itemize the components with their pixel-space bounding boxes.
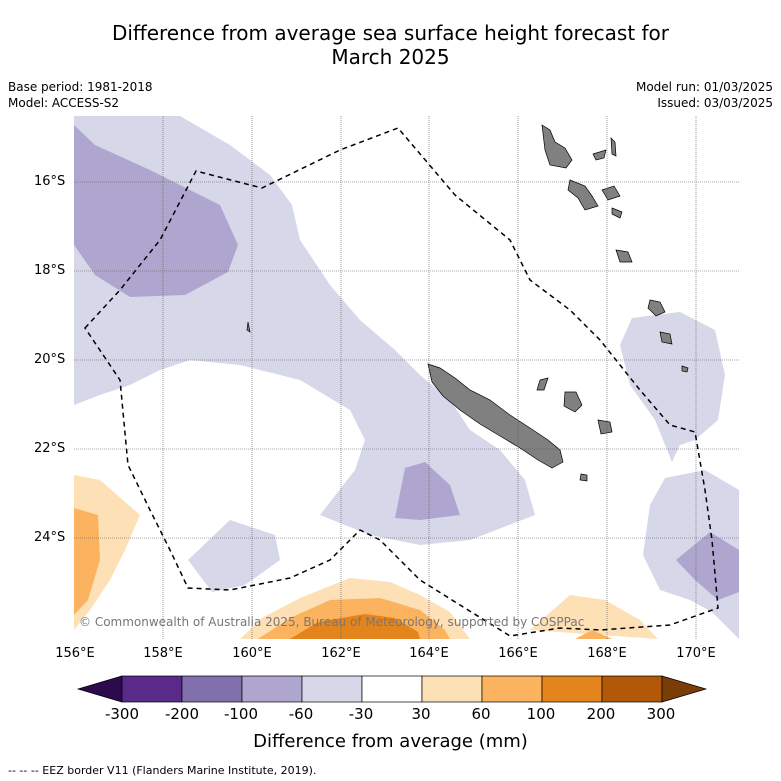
colorbar-tick: -60 [288, 705, 314, 723]
anomaly-region-medium [74, 125, 238, 297]
lon-label: 162°E [321, 646, 361, 661]
new-caledonia-landmass [427, 363, 564, 469]
lon-label: 164°E [409, 646, 449, 661]
eez-footnote: -- -- -- EEZ border V11 (Flanders Marine… [8, 764, 317, 777]
island-landmass [681, 365, 689, 373]
colorbar-extend-high [661, 675, 708, 703]
lat-label: 16°S [34, 174, 66, 189]
base-period: Base period: 1981-2018 [8, 80, 153, 94]
graticule [74, 116, 739, 639]
anomaly-region-medium [395, 462, 460, 520]
island-landmass [563, 391, 583, 413]
anomaly-region-positive-mid [575, 630, 612, 639]
lat-label: 22°S [34, 441, 66, 456]
colorbar-segment [121, 675, 183, 703]
colorbar-segment [421, 675, 483, 703]
vanuatu-landmass [615, 249, 633, 263]
lon-label: 158°E [143, 646, 183, 661]
anomaly-region-medium [676, 532, 739, 600]
colorbar-tick: 30 [411, 705, 431, 723]
colorbar-tick: -300 [104, 705, 140, 723]
lat-label: 24°S [34, 530, 66, 545]
colorbar-segment [601, 675, 663, 703]
copyright-notice: © Commonwealth of Australia 2025, Bureau… [79, 615, 585, 629]
vanuatu-landmass [610, 137, 617, 157]
lat-label: 18°S [34, 263, 66, 278]
anomaly-region-light [620, 312, 725, 462]
island-landmass [579, 473, 588, 482]
island-landmass [536, 377, 549, 391]
colorbar-segment [541, 675, 603, 703]
colorbar-label: Difference from average (mm) [253, 731, 528, 752]
vanuatu-landmass [567, 179, 599, 211]
anomaly-region-positive-strong [290, 614, 420, 639]
island-landmass [659, 331, 673, 345]
colorbar-segment [361, 675, 423, 703]
lon-label: 166°E [498, 646, 538, 661]
colorbar-segment [181, 675, 243, 703]
issued-date: Issued: 03/03/2025 [657, 96, 773, 110]
vanuatu-landmass [592, 149, 607, 161]
colorbar-tick: -200 [164, 705, 200, 723]
eez-border [84, 127, 719, 637]
vanuatu-landmass [541, 124, 573, 169]
colorbar-tick: 100 [526, 705, 556, 723]
map-title-line2: March 2025 [331, 45, 450, 69]
model-name: Model: ACCESS-S2 [8, 96, 120, 110]
colorbar-tick: 60 [471, 705, 491, 723]
lon-label: 156°E [55, 646, 95, 661]
colorbar-segment [301, 675, 363, 703]
anomaly-region-positive-mid [74, 508, 100, 615]
lon-label: 170°E [676, 646, 716, 661]
colorbar-extend-low [76, 675, 123, 703]
colorbar-segment [241, 675, 303, 703]
lat-label: 20°S [34, 352, 66, 367]
vanuatu-landmass [601, 185, 621, 201]
island-landmass [597, 419, 613, 435]
colorbar-segment [481, 675, 543, 703]
colorbar-tick: -30 [348, 705, 374, 723]
colorbar-tick: 300 [646, 705, 676, 723]
vanuatu-landmass [611, 207, 623, 219]
lon-label: 160°E [232, 646, 272, 661]
island-landmass [246, 321, 251, 333]
lon-label: 168°E [587, 646, 627, 661]
colorbar-tick: -100 [223, 705, 259, 723]
colorbar [76, 675, 708, 703]
map-title-line1: Difference from average sea surface heig… [111, 21, 670, 45]
island-landmass [647, 299, 666, 317]
colorbar-tick: 200 [586, 705, 616, 723]
model-run: Model run: 01/03/2025 [635, 80, 773, 94]
